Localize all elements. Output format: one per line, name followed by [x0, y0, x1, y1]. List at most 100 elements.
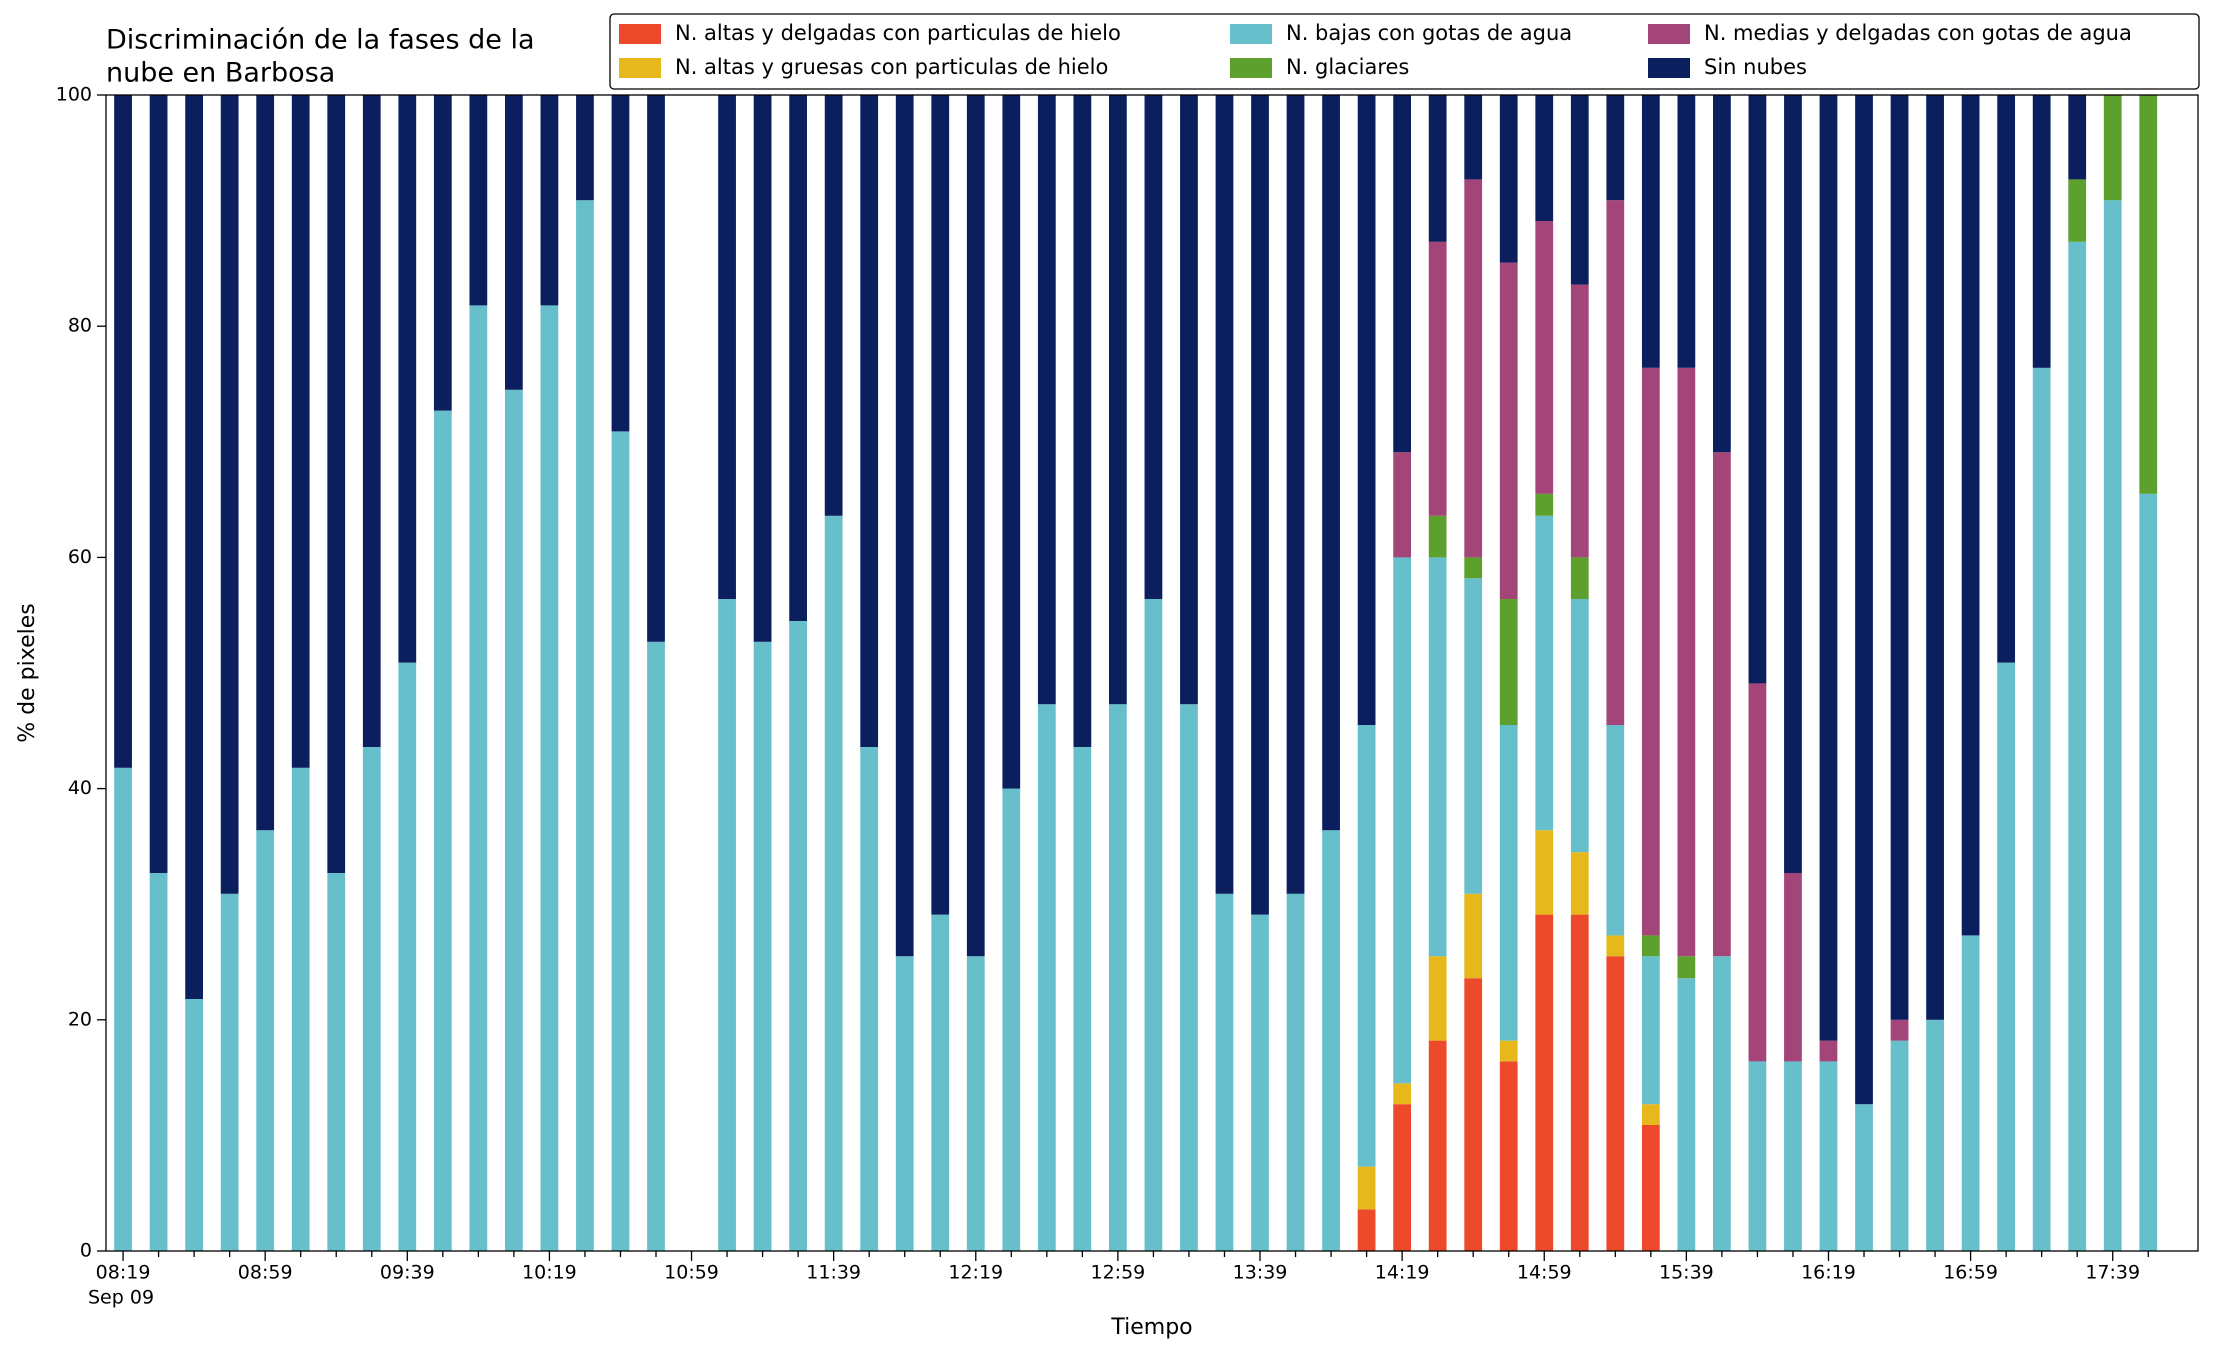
bar-segment: [327, 95, 346, 873]
bar-segment: [1428, 95, 1447, 242]
bar-segment: [1997, 95, 2016, 663]
y-tick-label: 60: [68, 546, 92, 568]
x-tick-label: 17:39: [2085, 1262, 2140, 1284]
bar-segment: [1251, 914, 1269, 1251]
bar-segment: [1535, 515, 1554, 831]
bar-segment: [1357, 1209, 1376, 1251]
bar-segment: [1499, 1040, 1518, 1062]
bar-segment: [1499, 599, 1518, 726]
bar-segment: [1002, 95, 1021, 789]
bar-segment: [1393, 1104, 1412, 1251]
x-axis-label: Tiempo: [1110, 1315, 1192, 1340]
x-tick-label: 14:19: [1375, 1262, 1430, 1284]
bar-segment: [1499, 1061, 1518, 1251]
bar-segment: [1784, 1061, 1802, 1251]
legend-label: N. bajas con gotas de agua: [1286, 21, 1572, 45]
bar-segment: [1357, 725, 1376, 1167]
bar-segment: [1499, 262, 1518, 600]
bar-segment: [1997, 662, 2016, 1251]
bar-segment: [1961, 935, 1980, 1251]
bar-segment: [540, 305, 559, 1252]
bar-segment: [753, 95, 772, 642]
x-tick-label: 12:19: [948, 1262, 1003, 1284]
bar-segment: [1357, 1166, 1376, 1210]
bar-segment: [433, 410, 452, 1251]
bar-segment: [1464, 95, 1483, 180]
bar-segment: [1428, 1040, 1447, 1251]
x-tick-label: 08:59: [238, 1262, 293, 1284]
bar-segment: [291, 767, 310, 1251]
bar-segment: [1570, 852, 1589, 915]
bar-segment: [1322, 830, 1340, 1251]
bar-segment: [1890, 1019, 1909, 1041]
bar-segment: [362, 746, 381, 1251]
bar-segment: [789, 95, 808, 621]
bar-segment: [1641, 1104, 1660, 1125]
bar-segment: [185, 998, 203, 1251]
bar-segment: [2068, 179, 2087, 242]
chart-title: Discriminación de la fases de la: [106, 25, 535, 56]
bar-segment: [1713, 95, 1731, 453]
bar-segment: [611, 95, 630, 432]
x-tick-label: 13:39: [1233, 1262, 1288, 1284]
bar-segment: [1144, 95, 1163, 600]
bar-segment: [1393, 557, 1412, 1084]
bar-segment: [469, 305, 488, 1252]
x-tick-label: 09:39: [380, 1262, 435, 1284]
bar-segment: [1641, 95, 1660, 368]
bar-segment: [2139, 493, 2158, 1251]
bar-segment: [1570, 599, 1589, 853]
bar-segment: [1357, 95, 1376, 726]
legend-swatch: [1648, 24, 1690, 44]
y-tick-label: 20: [68, 1008, 92, 1030]
bar-segment: [1855, 1104, 1873, 1251]
bar-segment: [1819, 95, 1838, 1041]
bar-segment: [327, 872, 346, 1251]
bar-segment: [611, 431, 630, 1251]
bar-segment: [1215, 893, 1234, 1251]
bar-segment: [1393, 452, 1412, 558]
bar-segment: [1464, 557, 1483, 579]
bar-segment: [1570, 95, 1589, 285]
x-tick-label: 11:39: [806, 1262, 861, 1284]
bar-segment: [718, 95, 736, 600]
bar-segment: [1464, 179, 1483, 558]
bar-segment: [398, 95, 417, 663]
bar-segment: [1464, 893, 1483, 979]
y-axis-label: % de pixeles: [15, 603, 40, 742]
bar-segment: [1428, 515, 1447, 558]
bar-segment: [505, 389, 523, 1251]
x-tick-label: 12:59: [1091, 1262, 1146, 1284]
bar-segment: [1784, 95, 1802, 873]
bar-segment: [1784, 872, 1802, 1062]
legend-label: N. glaciares: [1286, 55, 1409, 79]
bar-segment: [1570, 557, 1589, 600]
bar-segment: [1926, 95, 1944, 1020]
bar-segment: [1606, 200, 1625, 726]
bar-segment: [1748, 683, 1767, 1062]
x-tick-label: 16:19: [1801, 1262, 1856, 1284]
x-tick-label: 10:59: [664, 1262, 719, 1284]
plot-frame: [105, 94, 2199, 1252]
bar-segment: [1641, 367, 1660, 936]
bar-segment: [718, 599, 736, 1251]
bar-segment: [824, 95, 843, 516]
bar-segment: [1286, 95, 1305, 894]
bar-segment: [1713, 452, 1731, 957]
bar-segment: [185, 95, 203, 999]
legend-swatch: [1648, 58, 1690, 78]
bar-segment: [966, 956, 985, 1251]
bar-segment: [1677, 95, 1696, 368]
x-tick-label: 15:39: [1659, 1262, 1714, 1284]
bar-segment: [966, 95, 985, 957]
bar-segment: [2032, 95, 2051, 368]
bar-segment: [1570, 284, 1589, 558]
bar-segment: [1677, 956, 1696, 979]
bar-segment: [860, 746, 879, 1251]
bar-segment: [2068, 241, 2087, 1251]
legend-box: [609, 13, 2200, 90]
bar-segment: [1570, 914, 1589, 1251]
bar-segment: [1002, 788, 1021, 1251]
y-tick-label: 0: [80, 1240, 92, 1262]
